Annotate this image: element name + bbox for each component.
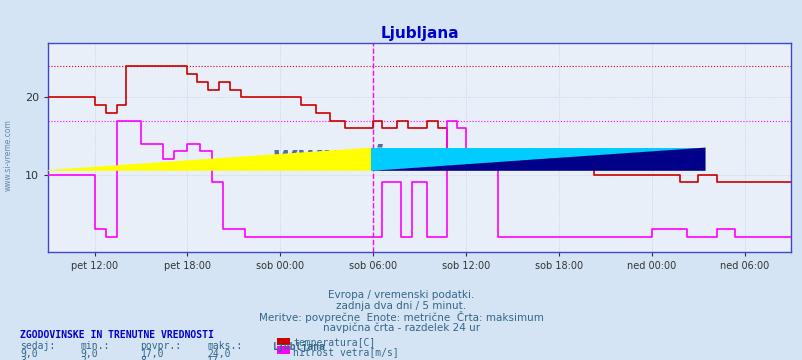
Text: sedaj:: sedaj: — [20, 341, 55, 351]
Polygon shape — [371, 148, 705, 171]
Text: povpr.:: povpr.: — [140, 341, 181, 351]
Text: Evropa / vremenski podatki.: Evropa / vremenski podatki. — [328, 290, 474, 300]
Text: 9,0: 9,0 — [80, 349, 98, 359]
Text: 24,0: 24,0 — [207, 349, 230, 359]
Title: Ljubljana: Ljubljana — [380, 26, 458, 41]
Text: 9,0: 9,0 — [20, 349, 38, 359]
Text: temperatura[C]: temperatura[C] — [293, 338, 375, 348]
Text: 17: 17 — [207, 356, 219, 360]
Text: 8: 8 — [140, 356, 146, 360]
Text: 17,0: 17,0 — [140, 349, 164, 359]
Text: Meritve: povprečne  Enote: metrične  Črta: maksimum: Meritve: povprečne Enote: metrične Črta:… — [259, 311, 543, 323]
Text: hitrost vetra[m/s]: hitrost vetra[m/s] — [293, 347, 399, 357]
Text: navpična črta - razdelek 24 ur: navpična črta - razdelek 24 ur — [322, 322, 480, 333]
Text: zadnja dva dni / 5 minut.: zadnja dva dni / 5 minut. — [336, 301, 466, 311]
Text: 2: 2 — [80, 356, 86, 360]
Polygon shape — [371, 148, 705, 171]
Text: www.si-vreme.com: www.si-vreme.com — [271, 144, 567, 172]
Text: 3: 3 — [20, 356, 26, 360]
Text: ZGODOVINSKE IN TRENUTNE VREDNOSTI: ZGODOVINSKE IN TRENUTNE VREDNOSTI — [20, 330, 213, 341]
Text: www.si-vreme.com: www.si-vreme.com — [3, 119, 13, 191]
Text: maks.:: maks.: — [207, 341, 242, 351]
Polygon shape — [37, 148, 371, 171]
Text: min.:: min.: — [80, 341, 110, 351]
Text: Ljubljana: Ljubljana — [273, 341, 326, 352]
